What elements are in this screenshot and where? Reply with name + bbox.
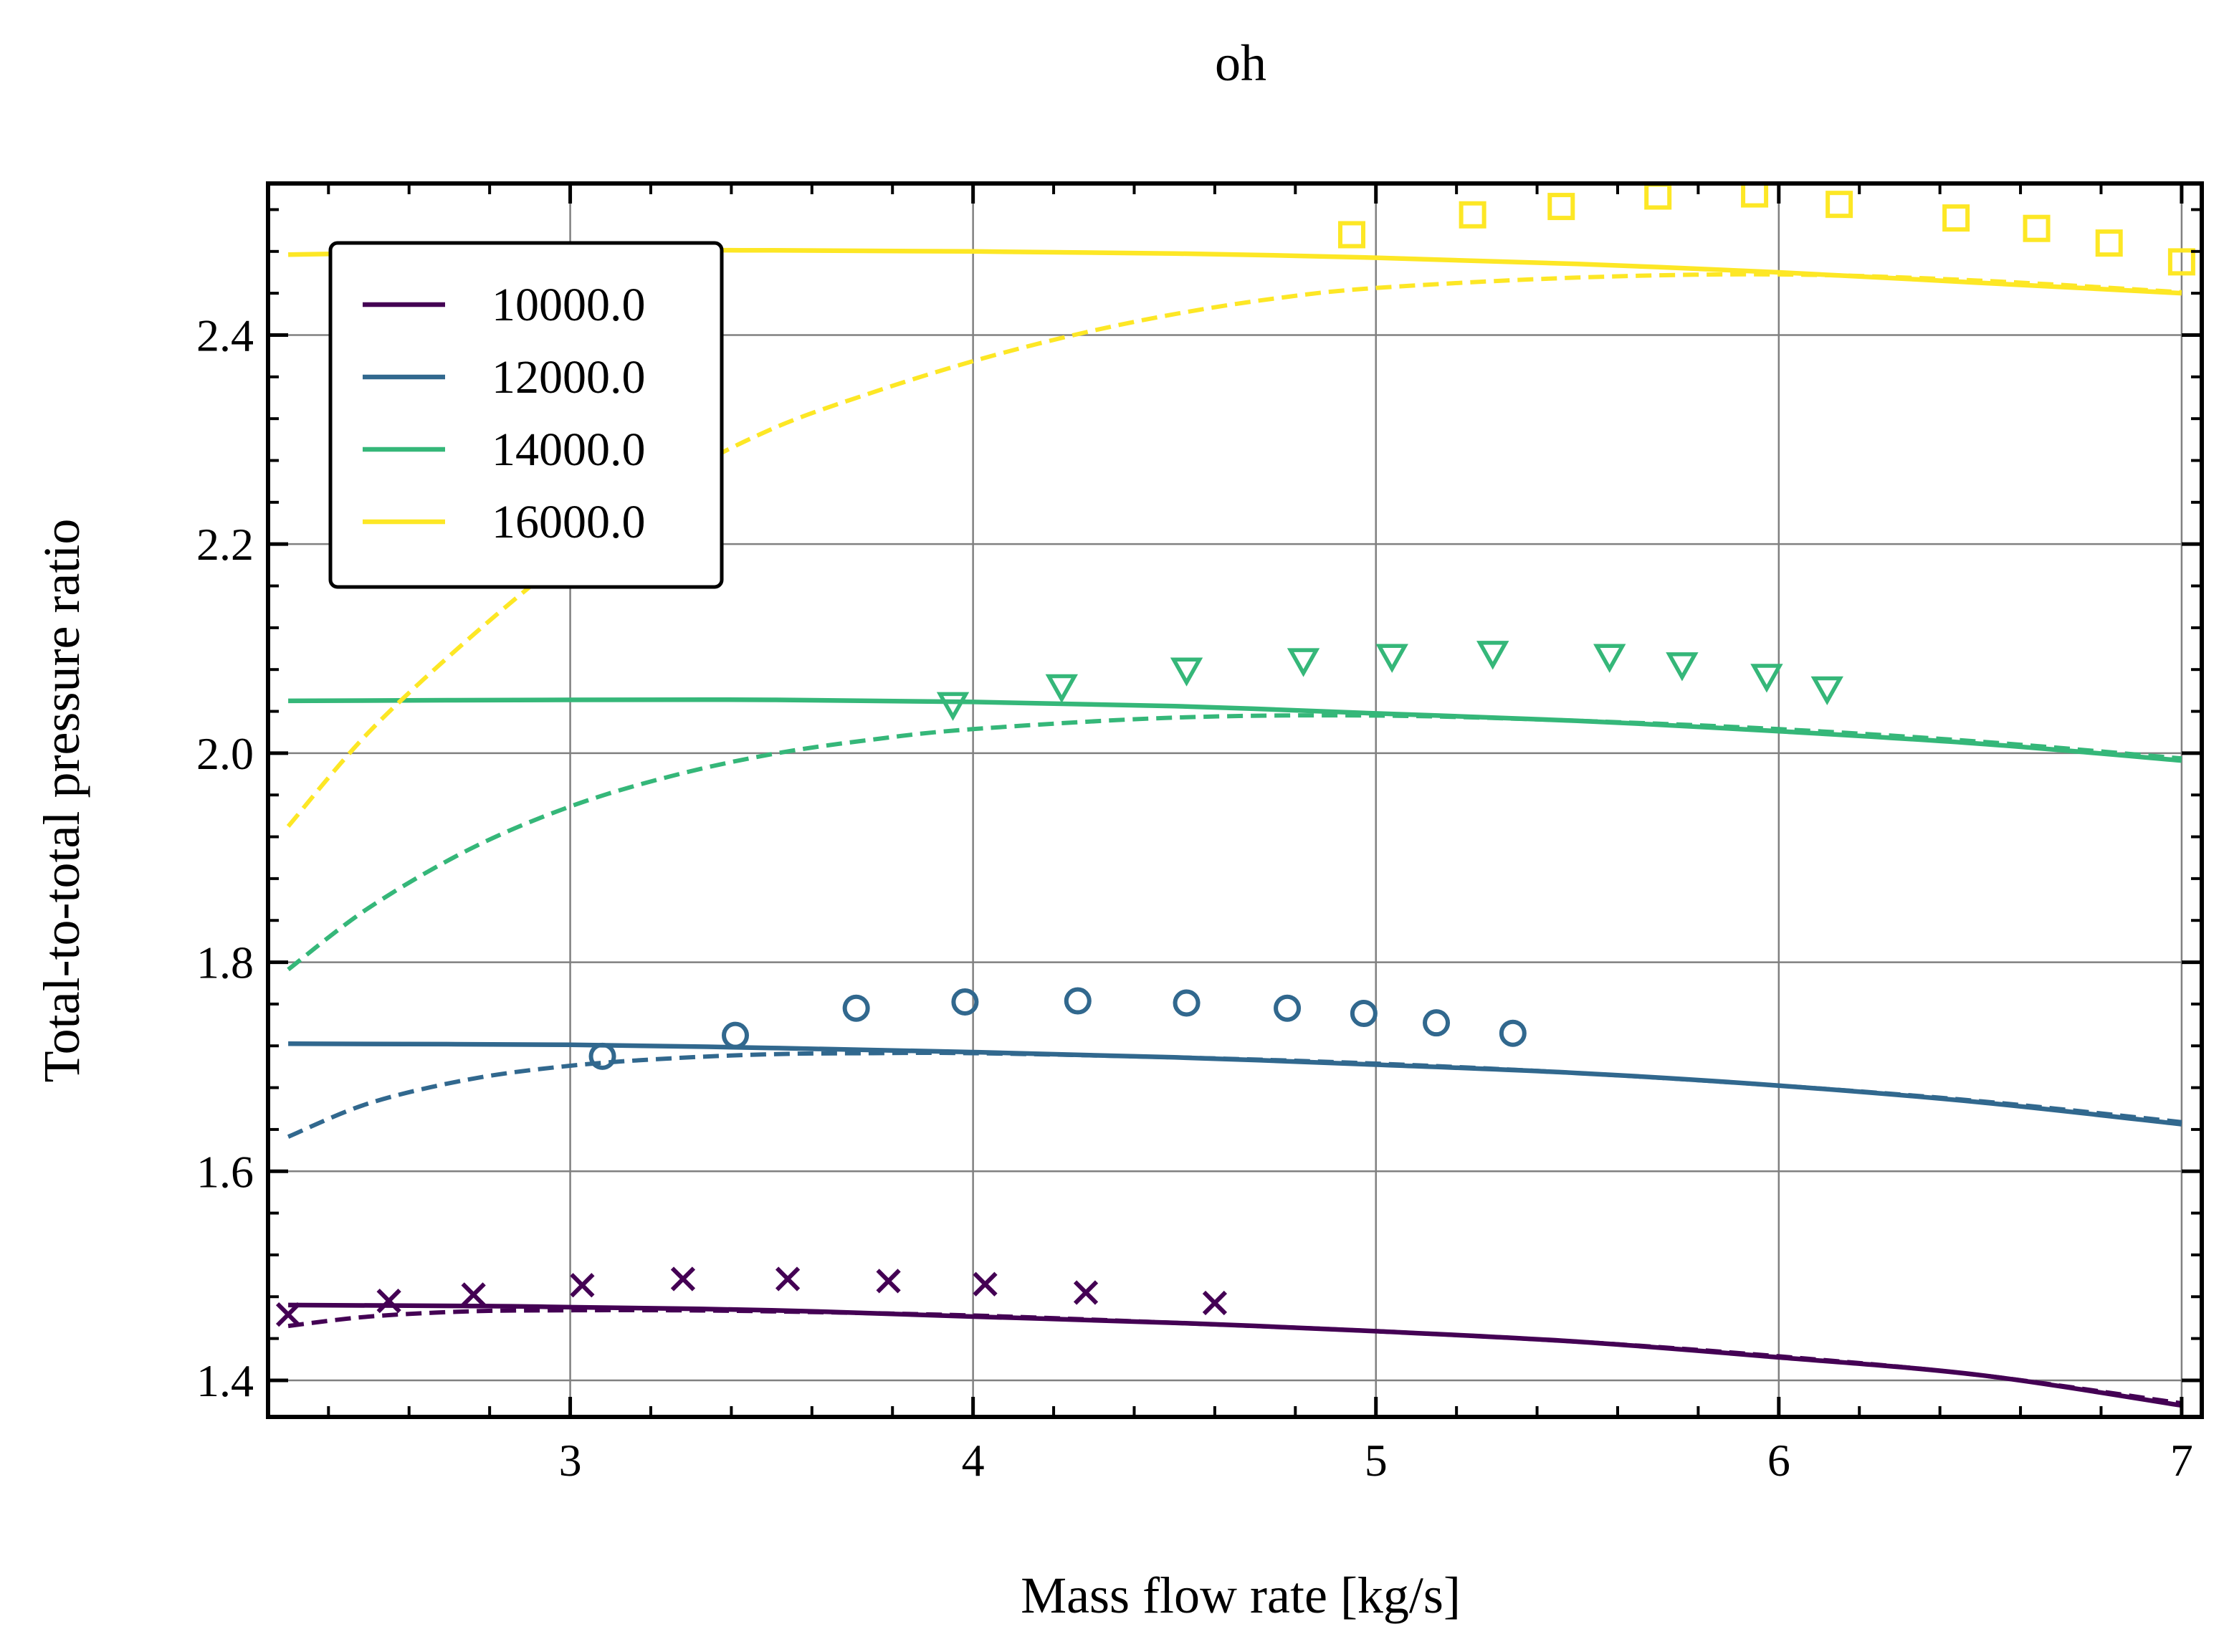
grid (268, 183, 2202, 1417)
data-point-x-marker (973, 1271, 998, 1297)
data-point-square-marker (1338, 221, 1366, 249)
data-point-square-marker (2167, 248, 2195, 276)
data-point-triangle-marker (1287, 648, 1320, 677)
data-point-circle-marker (588, 1042, 616, 1070)
series-10000.0 (275, 1266, 2182, 1408)
y-tick-label: 1.4 (196, 1355, 254, 1406)
x-tick-label: 7 (2170, 1435, 2193, 1486)
data-point-circle-marker (842, 994, 870, 1022)
data-point-triangle-marker (1593, 644, 1626, 673)
legend-label: 14000.0 (492, 424, 646, 476)
y-tick-label: 2.2 (196, 519, 254, 570)
y-tick-label: 1.6 (196, 1146, 254, 1197)
x-tick-label: 6 (1767, 1435, 1790, 1486)
data-point-square-marker (2095, 229, 2123, 257)
series-dashed-line (286, 272, 2182, 828)
data-point-x-marker (376, 1288, 401, 1314)
data-point-triangle-marker (936, 692, 970, 721)
x-tick-label: 4 (962, 1435, 985, 1486)
data-point-square-marker (1547, 193, 1575, 221)
x-axis-label: Mass flow rate [kg/s] (1021, 1567, 1461, 1624)
y-tick-label: 2.4 (196, 310, 254, 361)
series-solid-line (288, 697, 2182, 763)
data-point-square-marker (1459, 201, 1486, 229)
data-point-triangle-marker (1750, 664, 1783, 693)
data-point-circle-marker (1350, 1000, 1378, 1028)
legend-label: 10000.0 (492, 279, 646, 331)
plot-frame (266, 181, 2204, 1419)
legend-label: 16000.0 (492, 496, 646, 548)
data-point-x-marker (570, 1273, 595, 1298)
data-point-triangle-marker (1810, 676, 1843, 706)
x-tick-label: 3 (559, 1435, 582, 1486)
data-point-circle-marker (951, 988, 979, 1016)
data-point-x-marker (275, 1302, 301, 1327)
legend: 10000.0 12000.0 14000.0 16000.0 (328, 241, 724, 589)
legend-label: 12000.0 (492, 351, 646, 404)
data-point-x-marker (775, 1266, 801, 1291)
data-point-x-marker (461, 1282, 486, 1307)
series-solid-line (288, 1302, 2182, 1408)
data-point-triangle-marker (1170, 657, 1203, 687)
y-axis-label: Total-to-total pressure ratio (33, 519, 90, 1083)
x-tick-label: 5 (1365, 1435, 1388, 1486)
data-point-triangle-marker (1045, 674, 1079, 704)
data-point-square-marker (1942, 204, 1970, 232)
ticks: 3 4 5 6 7 1.4 1.6 1.8 2.0 2.2 2.4 (196, 183, 2202, 1486)
data-point-circle-marker (1173, 989, 1201, 1017)
y-tick-label: 1.8 (196, 937, 254, 988)
data-point-x-marker (876, 1269, 901, 1294)
y-tick-label: 2.0 (196, 728, 254, 779)
data-point-circle-marker (1499, 1019, 1527, 1047)
series-dashed-line (287, 713, 2182, 972)
data-point-triangle-marker (1666, 652, 1699, 682)
data-point-square-marker (1741, 183, 1769, 208)
data-point-square-marker (2023, 214, 2051, 242)
data-point-circle-marker (1423, 1009, 1451, 1037)
data-point-triangle-marker (1476, 641, 1509, 670)
series-12000.0 (287, 987, 2182, 1139)
data-point-x-marker (670, 1266, 696, 1291)
series-14000.0 (287, 641, 2182, 972)
data-point-circle-marker (722, 1021, 750, 1049)
data-point-triangle-marker (1375, 644, 1408, 673)
legend-box (328, 241, 724, 589)
data-point-x-marker (1073, 1280, 1099, 1305)
data-point-square-marker (1826, 191, 1853, 219)
chart-title: oh (1215, 34, 1266, 92)
data-point-x-marker (1202, 1290, 1228, 1316)
data-point-circle-marker (1274, 994, 1302, 1022)
series-solid-line (288, 1041, 2182, 1127)
data-point-circle-marker (1064, 987, 1092, 1015)
